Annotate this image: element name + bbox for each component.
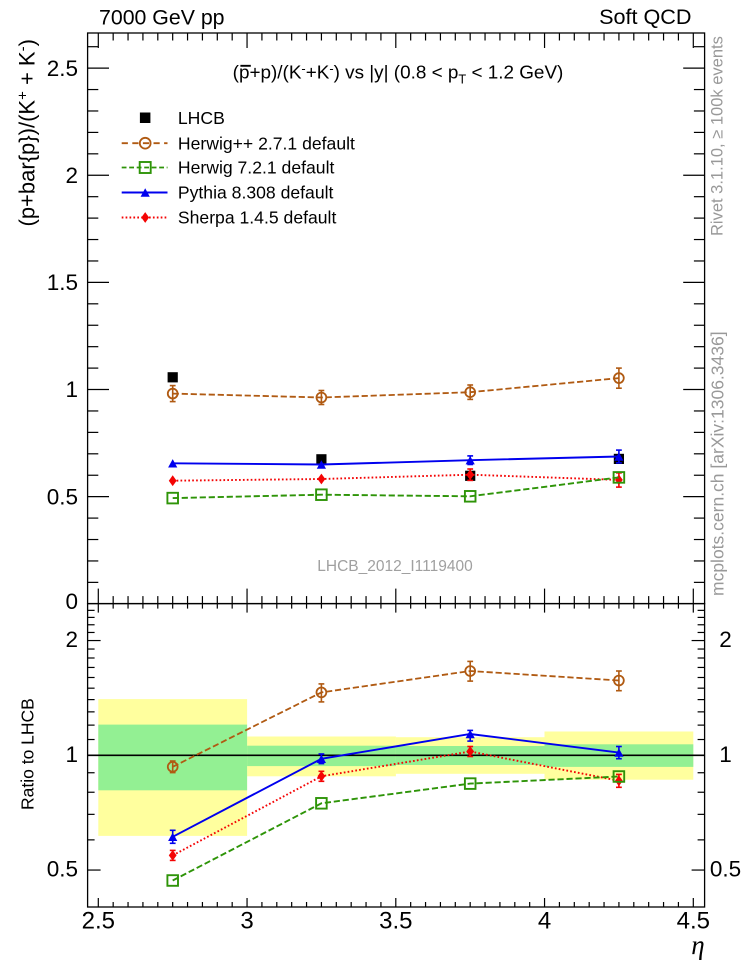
svg-text:mcplots.cern.ch [arXiv:1306.34: mcplots.cern.ch [arXiv:1306.3436]	[708, 331, 728, 596]
svg-text:2: 2	[65, 627, 78, 652]
svg-text:Ratio to LHCB: Ratio to LHCB	[18, 698, 38, 810]
svg-text:2: 2	[65, 163, 78, 188]
svg-text:1: 1	[719, 742, 732, 767]
svg-text:LHCB_2012_I1119400: LHCB_2012_I1119400	[317, 558, 473, 575]
svg-text:η: η	[691, 930, 704, 960]
svg-text:(p+bar{p})/(K+ + K-): (p+bar{p})/(K+ + K-)	[15, 39, 40, 226]
svg-text:4: 4	[538, 908, 551, 935]
svg-text:2.5: 2.5	[82, 908, 115, 935]
svg-text:Pythia 8.308 default: Pythia 8.308 default	[178, 183, 334, 203]
svg-text:Herwig 7.2.1 default: Herwig 7.2.1 default	[178, 158, 335, 178]
svg-text:0: 0	[65, 589, 78, 614]
svg-text:1.5: 1.5	[47, 270, 78, 295]
svg-text:3: 3	[240, 908, 253, 935]
svg-text:7000 GeV pp: 7000 GeV pp	[99, 6, 225, 30]
svg-text:(p+p)/(K-+K-) vs |y| (0.8 < pT: (p+p)/(K-+K-) vs |y| (0.8 < pT < 1.2 GeV…	[233, 61, 564, 87]
svg-text:Rivet 3.1.10, ≥ 100k events: Rivet 3.1.10, ≥ 100k events	[709, 36, 727, 236]
svg-text:2.5: 2.5	[47, 56, 78, 81]
svg-text:Sherpa 1.4.5 default: Sherpa 1.4.5 default	[178, 208, 337, 228]
svg-text:0.5: 0.5	[710, 857, 741, 882]
svg-text:0.5: 0.5	[47, 857, 78, 882]
svg-text:LHCB: LHCB	[178, 108, 225, 128]
svg-text:3.5: 3.5	[379, 908, 412, 935]
svg-text:Soft QCD: Soft QCD	[599, 4, 691, 29]
svg-text:Herwig++ 2.7.1 default: Herwig++ 2.7.1 default	[178, 133, 355, 153]
svg-text:1: 1	[65, 377, 78, 402]
svg-text:2: 2	[719, 627, 732, 652]
svg-text:1: 1	[65, 742, 78, 767]
svg-text:0.5: 0.5	[47, 484, 78, 509]
svg-text:4.5: 4.5	[677, 908, 710, 935]
